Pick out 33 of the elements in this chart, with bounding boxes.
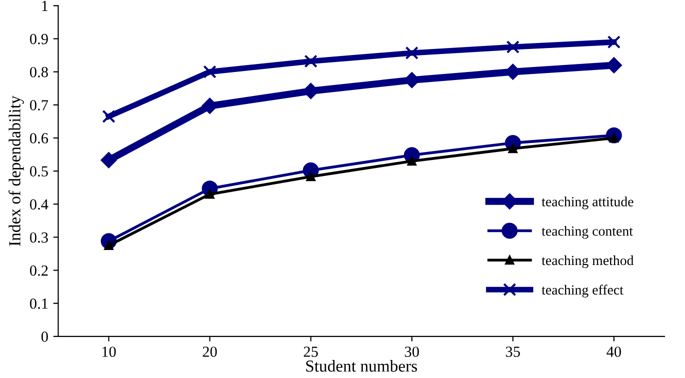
x-tick-label: 10 (102, 346, 116, 357)
point (304, 54, 318, 68)
y-tick-label: 0.1 (30, 298, 48, 309)
point (405, 46, 418, 60)
point (306, 172, 316, 182)
x-tick-label: 35 (506, 346, 520, 357)
y-tick-label: 0.8 (30, 66, 48, 78)
point (607, 35, 621, 49)
y-tick-label: 0.7 (30, 100, 48, 110)
point (205, 190, 214, 199)
x-tick-label: 30 (404, 346, 419, 357)
x-tick-label: 20 (202, 346, 217, 357)
x-tick-label: 25 (304, 346, 318, 357)
y-tick-label: 0.5 (30, 166, 48, 177)
legend-label: teaching method (542, 255, 634, 268)
y-tick-label: 0.4 (30, 199, 48, 210)
legend-label: teaching effect (542, 284, 624, 298)
point (506, 40, 520, 54)
x-axis-title: Student numbers (306, 360, 417, 372)
y-tick-label: 0 (41, 332, 48, 342)
x-tick-label: 40 (606, 346, 621, 357)
y-tick-label: 0.9 (30, 34, 48, 44)
y-tick-label: 1 (42, 0, 48, 11)
point (407, 156, 416, 166)
y-tick-label: 0.3 (30, 232, 48, 243)
y-tick-label: 0.6 (30, 133, 48, 144)
point (102, 110, 116, 124)
y-axis-title: Index of dependability (8, 96, 24, 246)
y-tick-label: 0.2 (30, 265, 48, 276)
point (203, 65, 216, 78)
legend-label: teaching attitude (542, 196, 634, 210)
legend-label: teaching content (542, 226, 633, 239)
point (100, 152, 117, 168)
